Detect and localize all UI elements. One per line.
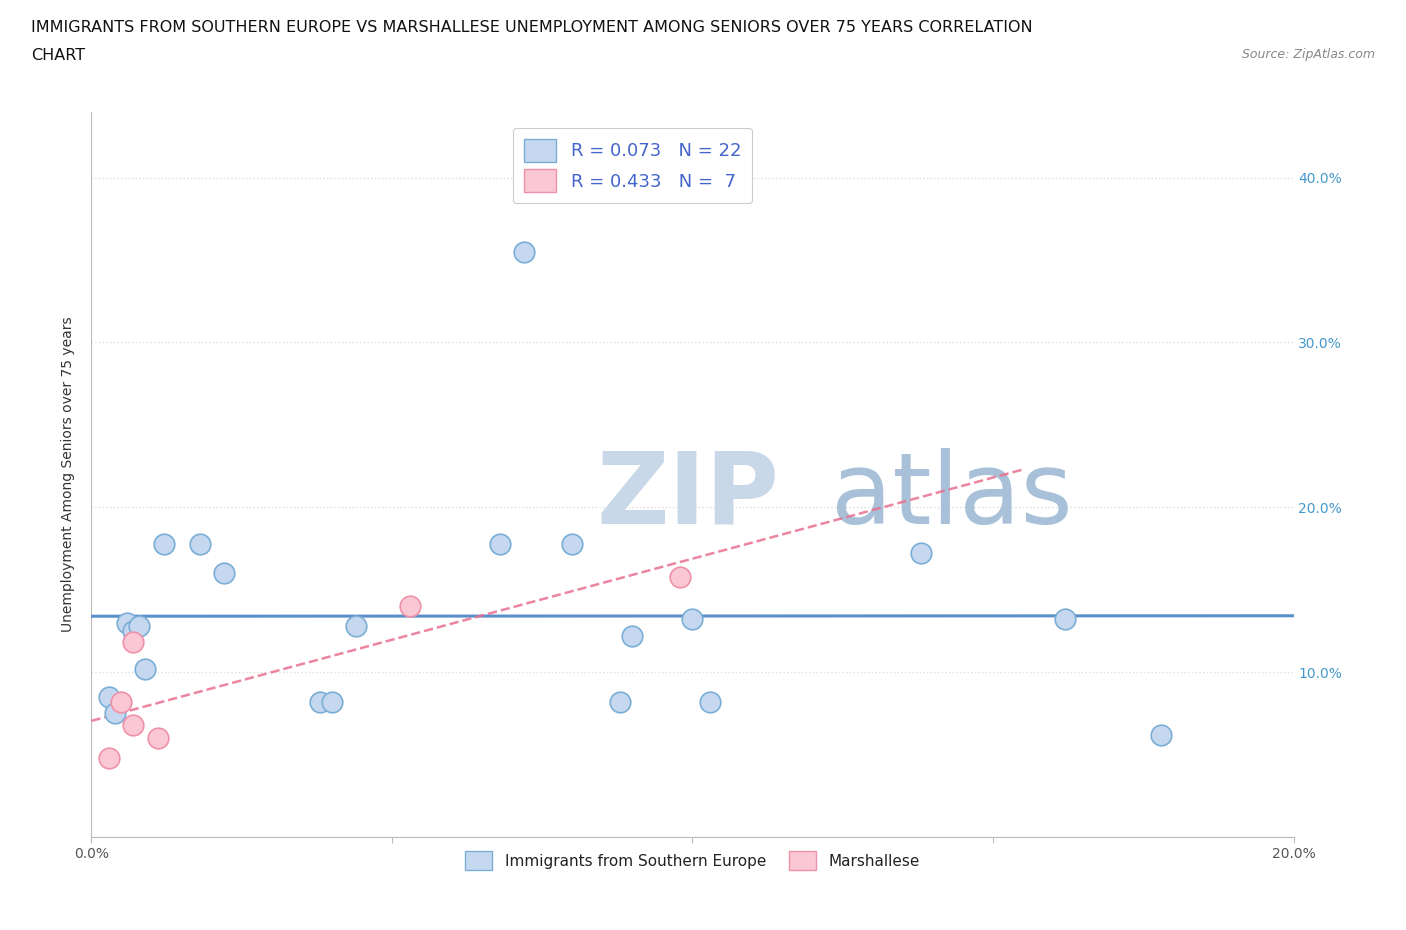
Point — [321, 695, 343, 710]
Point — [98, 751, 121, 765]
Point — [104, 706, 127, 721]
Point — [110, 695, 132, 710]
Text: CHART: CHART — [31, 48, 84, 63]
Point — [344, 618, 367, 633]
Point — [561, 536, 583, 551]
Point — [146, 731, 169, 746]
Point — [399, 599, 422, 614]
Text: IMMIGRANTS FROM SOUTHERN EUROPE VS MARSHALLESE UNEMPLOYMENT AMONG SENIORS OVER 7: IMMIGRANTS FROM SOUTHERN EUROPE VS MARSH… — [31, 20, 1032, 35]
Legend: Immigrants from Southern Europe, Marshallese: Immigrants from Southern Europe, Marshal… — [458, 844, 927, 876]
Point — [308, 695, 330, 710]
Point — [681, 612, 703, 627]
Point — [489, 536, 512, 551]
Point — [122, 623, 145, 638]
Text: Source: ZipAtlas.com: Source: ZipAtlas.com — [1241, 48, 1375, 61]
Point — [910, 546, 932, 561]
Point — [212, 565, 235, 580]
Point — [1054, 612, 1077, 627]
Point — [122, 635, 145, 650]
Text: atlas: atlas — [831, 447, 1073, 545]
Point — [513, 245, 536, 259]
Point — [699, 695, 721, 710]
Point — [134, 661, 156, 676]
Point — [98, 689, 121, 704]
Point — [122, 717, 145, 732]
Point — [1150, 727, 1173, 742]
Point — [609, 695, 631, 710]
Point — [188, 536, 211, 551]
Text: ZIP: ZIP — [596, 447, 779, 545]
Point — [621, 629, 644, 644]
Point — [669, 569, 692, 584]
Point — [128, 618, 150, 633]
Point — [152, 536, 174, 551]
Y-axis label: Unemployment Among Seniors over 75 years: Unemployment Among Seniors over 75 years — [62, 316, 76, 632]
Point — [117, 616, 139, 631]
